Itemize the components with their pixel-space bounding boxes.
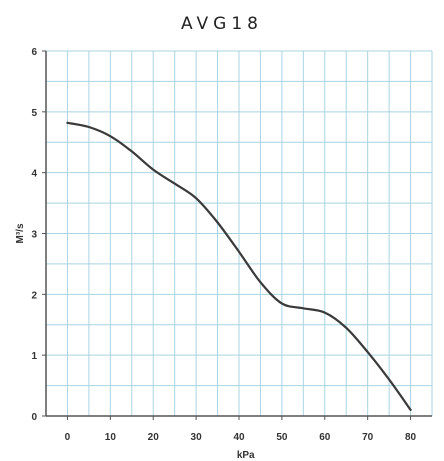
x-tick-label: 20 [148, 432, 160, 443]
axes [42, 50, 432, 420]
y-axis-label: M³/s [15, 223, 26, 243]
y-tick-label: 1 [31, 351, 37, 362]
x-tick-label: 70 [362, 432, 374, 443]
y-tick-label: 4 [31, 169, 37, 180]
x-tick-label: 40 [233, 432, 245, 443]
x-tick-label: 50 [276, 432, 288, 443]
y-tick-label: 6 [31, 47, 37, 58]
series-line [66, 121, 412, 411]
y-tick-label: 3 [31, 230, 37, 241]
x-tick-label: 10 [105, 432, 117, 443]
x-tick-label: 80 [405, 432, 417, 443]
x-axis-label: kPa [237, 450, 255, 461]
chart-title: AVG18 [181, 14, 263, 34]
x-tick-label: 0 [65, 432, 71, 443]
x-tick-label: 60 [319, 432, 331, 443]
y-tick-label: 2 [31, 290, 37, 301]
x-tick-label: 30 [191, 432, 203, 443]
y-tick-label: 0 [31, 412, 37, 423]
series [66, 121, 412, 411]
y-tick-label: 5 [31, 108, 37, 119]
